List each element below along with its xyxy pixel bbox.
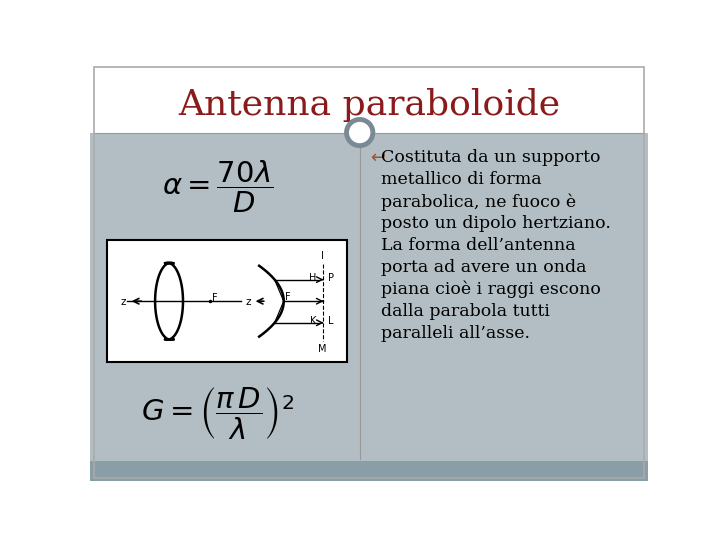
Text: Costituta da un supporto: Costituta da un supporto — [382, 150, 601, 166]
Text: paralleli all’asse.: paralleli all’asse. — [382, 325, 531, 342]
Text: parabolica, ne fuoco è: parabolica, ne fuoco è — [382, 193, 577, 211]
Text: F: F — [212, 293, 218, 303]
Text: K: K — [310, 316, 316, 326]
Text: z: z — [120, 297, 126, 307]
Text: M: M — [318, 345, 327, 354]
Text: P: P — [328, 273, 334, 283]
Text: metallico di forma: metallico di forma — [382, 171, 542, 188]
Text: $G = \left(\dfrac{\pi\, D}{\lambda}\right)^2$: $G = \left(\dfrac{\pi\, D}{\lambda}\righ… — [141, 386, 294, 442]
Text: La forma dell’antenna: La forma dell’antenna — [382, 237, 576, 254]
Bar — [90, 65, 648, 132]
Text: ↩: ↩ — [371, 149, 386, 167]
Text: dalla parabola tutti: dalla parabola tutti — [382, 303, 550, 320]
Text: F: F — [285, 292, 291, 302]
Text: porta ad avere un onda: porta ad avere un onda — [382, 259, 587, 276]
Bar — [90, 461, 648, 481]
Text: $\alpha = \dfrac{70\lambda}{D}$: $\alpha = \dfrac{70\lambda}{D}$ — [162, 158, 274, 214]
Text: piana cioè i raggi escono: piana cioè i raggi escono — [382, 281, 601, 299]
Circle shape — [346, 119, 373, 146]
Bar — [90, 132, 648, 481]
Text: posto un dipolo hertziano.: posto un dipolo hertziano. — [382, 215, 611, 232]
Text: H: H — [309, 273, 316, 283]
Text: I: I — [321, 251, 324, 261]
Text: Antenna paraboloide: Antenna paraboloide — [178, 88, 560, 122]
Bar — [107, 240, 347, 362]
Text: L: L — [328, 316, 333, 326]
Text: z: z — [246, 297, 251, 307]
